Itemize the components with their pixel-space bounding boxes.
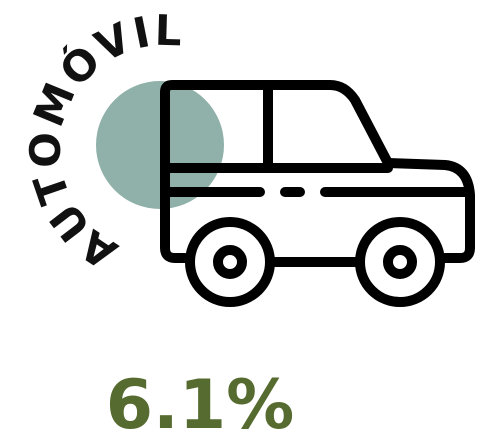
stat-value: 6.1% (106, 366, 295, 437)
car-icon (160, 80, 475, 307)
